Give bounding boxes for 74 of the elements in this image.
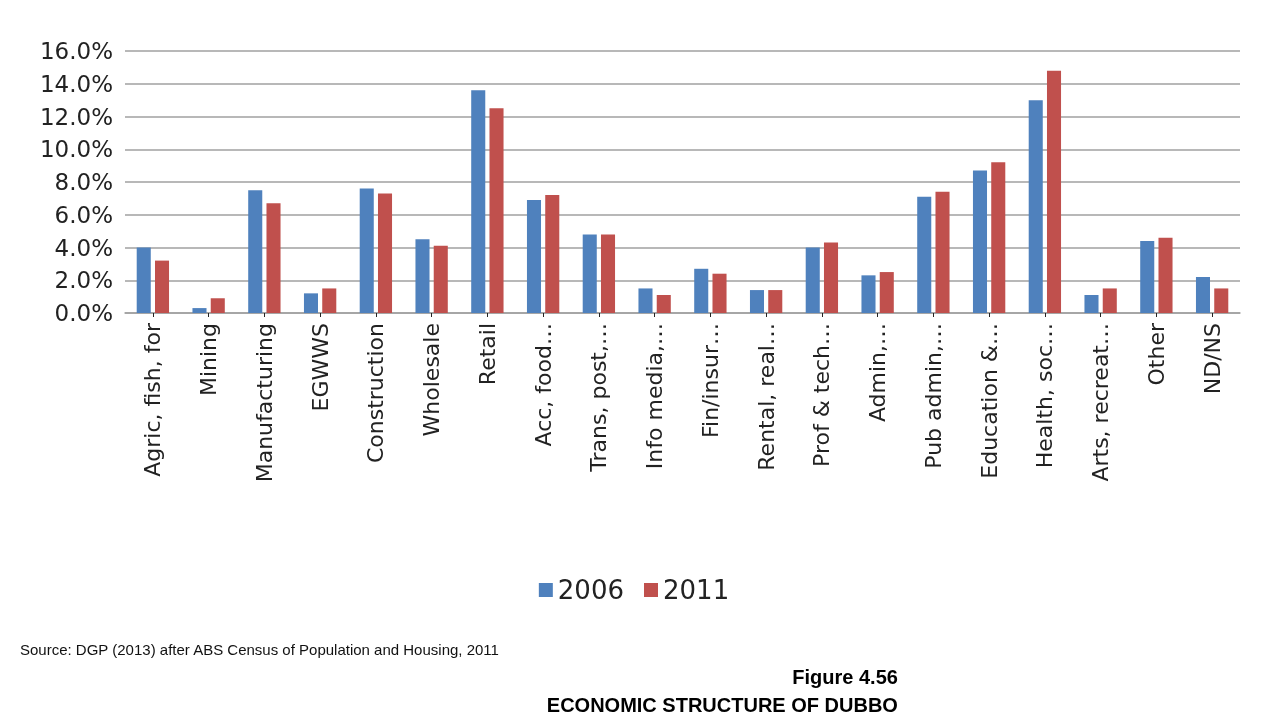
bar <box>1028 100 1043 313</box>
y-tick-label: 0.0% <box>54 300 113 326</box>
x-tick-label: Trans, post,… <box>586 323 612 473</box>
x-tick-label: Arts, recreat… <box>1088 323 1114 482</box>
x-tick-label: Other <box>1143 322 1169 386</box>
y-tick-label: 14.0% <box>39 70 113 97</box>
x-tick-label: Admin,… <box>865 323 891 423</box>
bar <box>638 288 653 313</box>
bar <box>600 234 616 313</box>
source-note: Source: DGP (2013) after ABS Census of Population and Housing, 2011 <box>20 641 499 658</box>
x-tick-label: Retail <box>474 323 500 386</box>
bar <box>359 188 374 313</box>
bar <box>768 290 783 313</box>
x-tick-label: Rental, real… <box>753 323 779 471</box>
bar <box>582 234 597 313</box>
bar <box>823 242 839 313</box>
bar <box>1195 276 1211 313</box>
bar <box>972 170 988 313</box>
y-tick-label: 8.0% <box>54 169 113 195</box>
bar <box>526 200 542 313</box>
bar <box>749 290 765 313</box>
bar <box>1158 237 1173 313</box>
legend-label: 2006 <box>557 575 624 605</box>
y-tick-label: 4.0% <box>54 234 113 261</box>
y-tick-label: 2.0% <box>54 267 113 294</box>
bar <box>471 90 486 313</box>
x-tick-label: Fin/insur… <box>697 323 723 439</box>
y-tick-label: 6.0% <box>54 201 113 228</box>
bar <box>991 162 1006 313</box>
bar <box>415 239 430 313</box>
x-tick-label: Acc, food… <box>530 323 556 447</box>
x-tick-label: Mining <box>196 323 222 397</box>
legend-label: 2011 <box>663 575 730 605</box>
x-tick-label: Prof & tech… <box>809 323 835 467</box>
x-tick-label: Construction <box>363 323 389 464</box>
x-tick-label: EGWWS <box>307 323 333 412</box>
bar <box>1140 240 1155 313</box>
y-tick-label: 12.0% <box>39 103 113 130</box>
bar <box>694 268 709 313</box>
bar <box>1214 288 1229 313</box>
bar <box>545 195 560 313</box>
bar <box>377 193 393 313</box>
bar <box>322 288 337 313</box>
x-tick-label: Education &… <box>976 323 1002 479</box>
bar <box>136 247 151 313</box>
bar <box>154 260 170 313</box>
bar <box>656 294 671 313</box>
x-tick-label: Manufacturing <box>251 323 277 483</box>
bar <box>1046 70 1062 313</box>
bar <box>489 108 504 313</box>
bar <box>861 275 876 313</box>
bar <box>879 272 894 313</box>
bar <box>1084 294 1099 313</box>
bar <box>805 247 820 313</box>
bar <box>917 196 932 313</box>
bar <box>1102 288 1117 313</box>
bar <box>192 308 207 313</box>
x-tick-label: Pub admin,… <box>920 323 946 469</box>
bar <box>935 191 950 313</box>
x-tick-label: ND/NS <box>1199 323 1225 395</box>
text: Figure 4.56 <box>792 666 898 688</box>
x-tick-label: Agric, fish, for <box>140 322 166 477</box>
y-tick-label: 10.0% <box>39 136 113 163</box>
text: ECONOMIC STRUCTURE OF DUBBO <box>546 694 898 716</box>
bar <box>266 203 281 313</box>
bar <box>712 273 727 313</box>
bar <box>433 245 448 313</box>
x-tick-label: Wholesale <box>419 323 445 437</box>
bar <box>210 298 225 313</box>
bar <box>303 293 319 313</box>
x-tick-label: Health, soc… <box>1032 323 1058 469</box>
y-tick-label: 16.0% <box>39 38 113 64</box>
x-tick-label: Info media,… <box>642 323 668 470</box>
bar <box>248 190 263 313</box>
